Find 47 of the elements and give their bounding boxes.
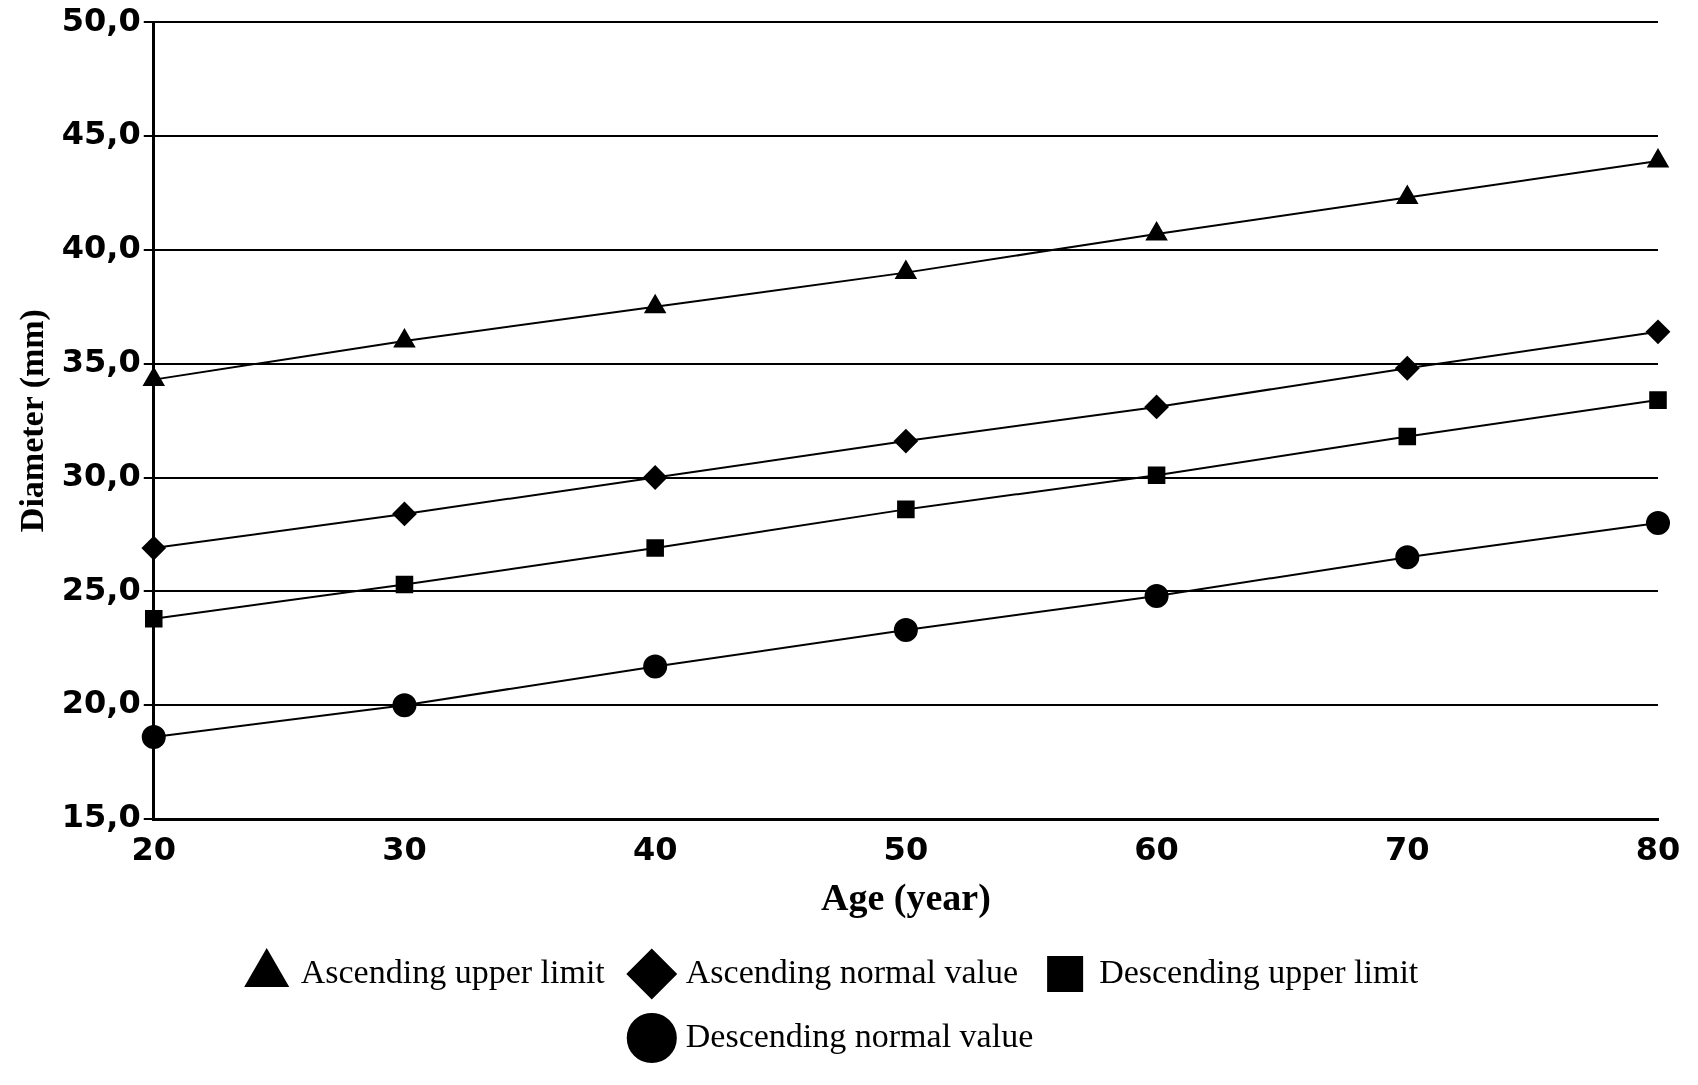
x-tick-label: 70: [1385, 829, 1430, 868]
y-tick-label: 20,0: [61, 683, 141, 722]
x-tick-label: 80: [1635, 829, 1681, 868]
y-tick-label: 35,0: [61, 342, 141, 380]
legend-label: Descending upper limit: [1099, 952, 1419, 990]
point: [395, 575, 414, 594]
y-axis-title: Diameter (mm): [13, 309, 52, 533]
point: [893, 618, 918, 643]
point: [1395, 356, 1420, 381]
legend-label: Ascending upper limit: [300, 952, 606, 990]
point: [895, 260, 917, 280]
point: [1649, 391, 1667, 409]
x-tick-label: 60: [1134, 829, 1179, 868]
point: [1146, 221, 1168, 241]
y-tick-label: 25,0: [61, 569, 141, 608]
y-tick-label: 40,0: [61, 228, 141, 267]
point: [1144, 394, 1169, 419]
point: [1398, 427, 1417, 446]
point: [141, 725, 166, 750]
point: [646, 539, 664, 557]
point: [143, 367, 165, 387]
point: [393, 328, 415, 348]
x-tick-label: 40: [632, 829, 678, 868]
point: [392, 501, 417, 526]
point: [1646, 511, 1670, 536]
point: [643, 654, 668, 679]
point: [1396, 185, 1418, 204]
point: [144, 609, 163, 628]
point: [644, 294, 666, 314]
x-axis-title: Age (year): [820, 876, 991, 920]
point: [1144, 583, 1169, 608]
legend-label: Descending normal value: [685, 1016, 1034, 1054]
point: [897, 500, 915, 519]
point: [1646, 319, 1670, 344]
y-tick-label: 50,0: [61, 0, 141, 39]
x-tick-label: 30: [382, 829, 427, 868]
point: [1147, 466, 1166, 485]
point: [1395, 545, 1420, 570]
point: [141, 536, 166, 561]
point: [643, 465, 668, 490]
y-tick-label: 30,0: [61, 455, 141, 494]
y-tick-label: 45,0: [61, 114, 141, 153]
point: [392, 693, 417, 718]
legend-label: Ascending normal value: [685, 952, 1019, 990]
x-tick-label: 50: [883, 829, 929, 868]
point: [1647, 149, 1669, 168]
point: [893, 429, 918, 454]
